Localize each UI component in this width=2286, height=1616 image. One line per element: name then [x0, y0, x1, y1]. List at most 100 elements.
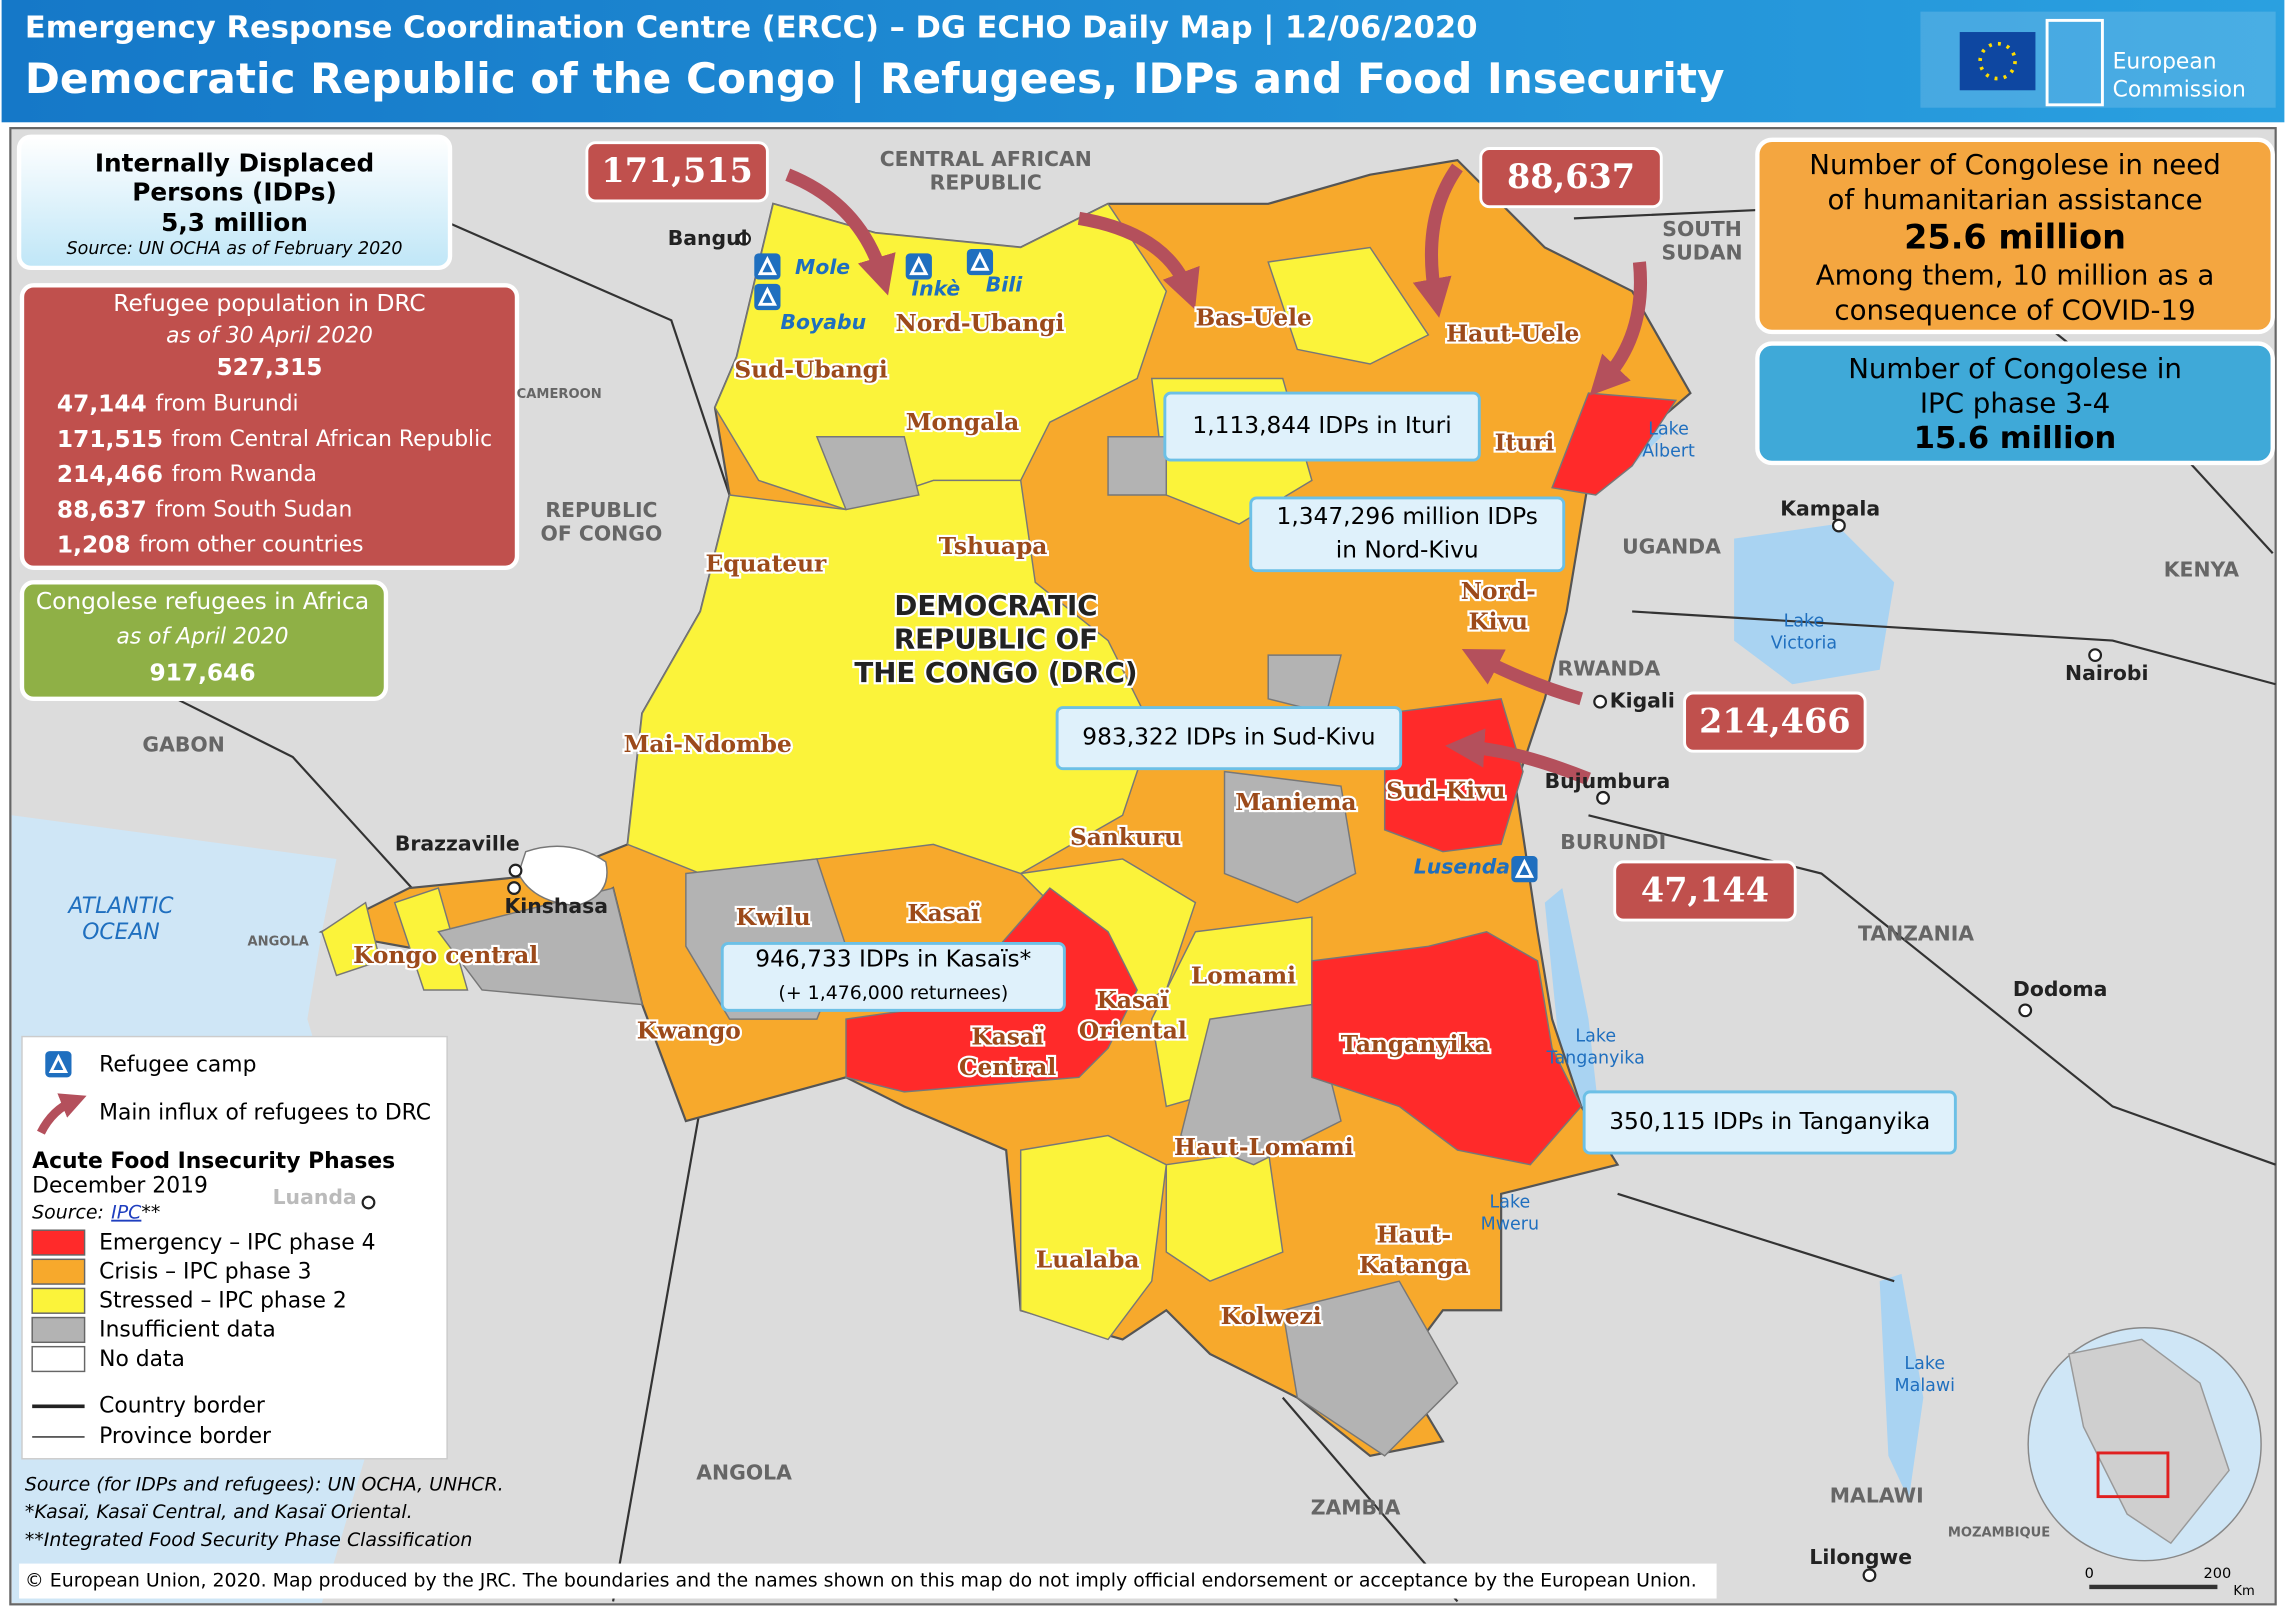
- drc-label: DEMOCRATIC: [894, 589, 1097, 622]
- influx-arrow: [1445, 728, 1591, 785]
- city-label: Lilongwe: [1809, 1545, 1912, 1569]
- province-emergency: [1551, 392, 1678, 496]
- refugee-row-value: 1,208: [57, 531, 131, 558]
- influx-arrow: [785, 168, 896, 296]
- city-label: Kampala: [1780, 497, 1880, 521]
- province-label: Kasaï: [971, 1024, 1044, 1051]
- refugee-row-label: from other countries: [139, 533, 363, 558]
- province-label: Kivu: [1468, 609, 1528, 636]
- country-label: SOUTH: [1662, 217, 1742, 241]
- city-marker: [1862, 1568, 1877, 1583]
- header-title: Democratic Republic of the Congo | Refug…: [25, 54, 1725, 103]
- idp-callout-text: 350,115 IDPs in Tanganyika: [1609, 1108, 1930, 1135]
- city-label: Kinshasa: [505, 894, 609, 918]
- lake-label: Malawi: [1895, 1376, 1955, 1396]
- city-marker: [1831, 518, 1846, 533]
- province-label: Tshuapa: [939, 533, 1048, 560]
- country-label: ZAMBIA: [1311, 1495, 1401, 1519]
- province-label: Kongo central: [353, 942, 538, 969]
- idp-box-text: Persons (IDPs): [132, 178, 337, 207]
- country-label: UGANDA: [1622, 534, 1721, 558]
- idp-callout-text: (+ 1,476,000 returnees): [778, 982, 1008, 1004]
- province-stressed: [1019, 1134, 1168, 1341]
- province-label: Sud-Kivu: [1386, 777, 1505, 804]
- province-label: Central: [959, 1054, 1056, 1081]
- lake-label: Lake: [1648, 419, 1689, 439]
- country-label: CAMEROON: [517, 387, 602, 402]
- eu-flag: [1959, 32, 2036, 91]
- idp-callout-text: 946,733 IDPs in Kasaïs*: [755, 946, 1031, 973]
- congolese-date: as of April 2020: [116, 625, 288, 650]
- idp-callout-text: 1,113,844 IDPs in Ituri: [1192, 412, 1451, 439]
- legend-text: Emergency – IPC phase 4: [99, 1230, 375, 1255]
- legend-influx-arrow: [37, 1093, 87, 1135]
- province-stressed: [321, 887, 469, 991]
- legend-text: Insufficient data: [99, 1318, 276, 1343]
- ipc-link[interactable]: IPC: [111, 1201, 142, 1223]
- country-label: OF CONGO: [541, 521, 663, 545]
- province-label: Kwango: [637, 1018, 741, 1045]
- idp-callout-box: [1249, 496, 1566, 573]
- legend-source-prefix: Source:: [32, 1201, 104, 1223]
- city-marker: [2018, 1003, 2033, 1018]
- refugee-row-label: from Central African Republic: [172, 427, 492, 452]
- province-stressed: [714, 202, 1168, 511]
- refugee-row-label: from South Sudan: [156, 497, 353, 522]
- idp-box: [16, 134, 453, 271]
- idp-box-value: 5,3 million: [161, 208, 308, 237]
- ipc-text: IPC phase 3-4: [1920, 387, 2110, 420]
- city-marker: [1596, 790, 1610, 805]
- influx-label-box: [1613, 860, 1797, 922]
- country-label: SUDAN: [1662, 240, 1743, 264]
- legend-text: Refugee camp: [99, 1053, 256, 1078]
- city-marker: [361, 1195, 376, 1210]
- scale-label: 200: [2204, 1565, 2232, 1582]
- refugee-row: 1,208 from other countries: [57, 531, 364, 558]
- country-label: ANGOLA: [247, 934, 309, 949]
- scale-label: Km: [2233, 1584, 2254, 1599]
- province-stressed: [1267, 246, 1430, 365]
- refugee-box-title: Refugee population in DRC: [113, 290, 425, 317]
- idp-callout-box: [720, 941, 1066, 1012]
- province-label: Oriental: [1079, 1018, 1187, 1045]
- lake-label: Lake: [1490, 1193, 1531, 1213]
- legend-swatch: [31, 1287, 86, 1314]
- camp-icon-tent: [48, 1053, 69, 1073]
- legend-swatch: [31, 1316, 86, 1344]
- country-label: REPUBLIC: [930, 170, 1042, 194]
- province-label: Kasaï: [1097, 987, 1170, 1014]
- refugee-row: 171,515 from Central African Republic: [57, 425, 492, 452]
- drc-label: THE CONGO (DRC): [854, 656, 1137, 689]
- camp-label: Lusenda: [1414, 855, 1510, 879]
- refugee-row-value: 47,144: [57, 390, 147, 417]
- province-label: Tanganyika: [1341, 1031, 1490, 1058]
- legend-swatch: [31, 1229, 86, 1256]
- province-no-data: [517, 845, 608, 907]
- influx-label: 47,144: [1641, 870, 1769, 909]
- legend-text: Stressed – IPC phase 2: [99, 1289, 347, 1314]
- country-label: REPUBLIC: [545, 498, 657, 522]
- legend-text: Country border: [99, 1393, 265, 1418]
- province-label: Bas-Uele: [1195, 304, 1311, 331]
- legend-title: Acute Food Insecurity Phases: [32, 1149, 395, 1174]
- congolese-value: 917,646: [149, 660, 255, 687]
- note: **Integrated Food Security Phase Classif…: [25, 1529, 472, 1551]
- legend-source-link[interactable]: IPC: [111, 1201, 142, 1223]
- camp-icon-tent: [757, 255, 778, 276]
- city-marker: [1593, 694, 1608, 709]
- country-label: MALAWI: [1830, 1484, 1924, 1508]
- footer-bg: [19, 1563, 1717, 1599]
- logo-building: [2045, 18, 2104, 107]
- influx-label: 88,637: [1507, 157, 1635, 196]
- idp-box-text: Internally Displaced: [95, 149, 374, 178]
- city-label: Bangui: [668, 226, 748, 250]
- legend-text: Main influx of refugees to DRC: [99, 1101, 431, 1126]
- header-subtitle: Emergency Response Coordination Centre (…: [25, 11, 1478, 46]
- province-label: Kasaï: [907, 900, 980, 927]
- legend-swatch: [31, 1258, 86, 1285]
- refugee-row: 214,466 from Rwanda: [57, 461, 317, 488]
- lake: [1879, 1273, 1924, 1500]
- ipc-box: [1755, 341, 2275, 466]
- province-label: Mai-Ndombe: [624, 731, 792, 758]
